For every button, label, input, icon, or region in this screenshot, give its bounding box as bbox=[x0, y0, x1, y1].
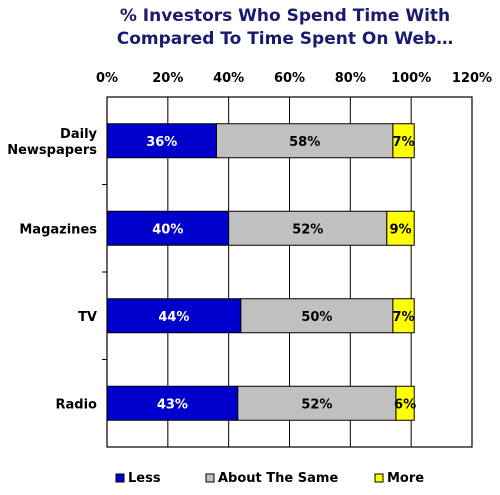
data-label: 6% bbox=[394, 397, 416, 412]
data-label: 44% bbox=[158, 310, 189, 325]
x-tick-label: 20% bbox=[152, 71, 183, 86]
x-tick-label: 120% bbox=[452, 71, 492, 86]
legend-label-more: More bbox=[387, 471, 424, 486]
legend-label-less: Less bbox=[128, 471, 161, 486]
bar-about-the-same bbox=[216, 123, 394, 159]
x-tick-label: 40% bbox=[213, 71, 244, 86]
legend-swatch-more bbox=[374, 473, 384, 483]
category-label: Magazines bbox=[19, 222, 97, 237]
data-labels: 36% 58% 7% 40% 52% 9% 44% 50% 7% 43% 52% 6% bbox=[146, 135, 416, 413]
chart-title-line-1: % Investors Who Spend Time With bbox=[120, 6, 450, 26]
x-tick-label: 60% bbox=[274, 71, 305, 86]
category-label: Daily Newspapers bbox=[7, 127, 97, 158]
x-axis-tick-labels: 0% 20% 40% 60% 80% 100% 120% bbox=[96, 71, 492, 86]
legend-swatch-about-the-same bbox=[205, 473, 215, 483]
bar-about-the-same bbox=[240, 298, 394, 334]
bar-less bbox=[106, 385, 239, 421]
x-tick-label: 0% bbox=[96, 71, 118, 86]
category-label: Radio bbox=[56, 397, 98, 412]
legend: Less About The Same More bbox=[115, 471, 424, 486]
data-label: 58% bbox=[289, 135, 320, 150]
bar-about-the-same bbox=[237, 385, 397, 421]
chart-title-line-2: Compared To Time Spent On Web… bbox=[117, 29, 453, 49]
bar-less bbox=[106, 298, 242, 334]
data-label: 52% bbox=[292, 222, 323, 237]
category-label: TV bbox=[78, 310, 97, 325]
data-label: 43% bbox=[157, 397, 188, 412]
bar-more bbox=[392, 123, 415, 159]
chart-title: % Investors Who Spend Time With Compared… bbox=[117, 6, 453, 49]
bar-more bbox=[386, 210, 415, 246]
data-label: 52% bbox=[301, 397, 332, 412]
x-tick-label: 80% bbox=[335, 71, 366, 86]
data-label: 7% bbox=[393, 135, 415, 150]
data-label: 40% bbox=[152, 222, 183, 237]
data-label: 36% bbox=[146, 135, 177, 150]
x-tick-label: 100% bbox=[391, 71, 431, 86]
bars bbox=[106, 123, 415, 421]
bar-more bbox=[392, 298, 415, 334]
legend-swatch-less bbox=[115, 473, 125, 483]
category-labels: Daily Newspapers Magazines TV Radio bbox=[7, 127, 97, 413]
bar-less bbox=[106, 123, 217, 159]
bar-more bbox=[395, 385, 415, 421]
data-label: 9% bbox=[389, 222, 411, 237]
data-label: 50% bbox=[301, 310, 332, 325]
legend-label-about-the-same: About The Same bbox=[218, 471, 338, 486]
data-label: 7% bbox=[393, 310, 415, 325]
